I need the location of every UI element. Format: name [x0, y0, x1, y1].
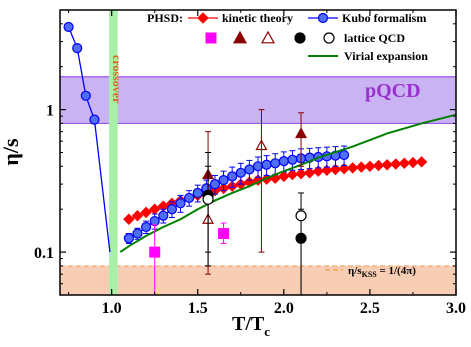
- band-1: [60, 265, 456, 295]
- series-point-0-30: [381, 159, 393, 171]
- series-point-1-6: [140, 221, 152, 233]
- series-point-1-18: [244, 164, 255, 175]
- legend: PHSD: kinetic theory Kubo formalism lattice…: [147, 11, 428, 63]
- series-point-1-5: [132, 228, 143, 239]
- y-axis-title: η/s: [0, 138, 23, 166]
- bands-layer: [60, 10, 456, 295]
- legend-marker-lattice-triangle-filled: [232, 30, 248, 44]
- series-point-1-1: [72, 43, 83, 54]
- series-point-0-19: [286, 168, 299, 181]
- series-point-0-20: [295, 167, 307, 180]
- crossover-band: [109, 10, 118, 295]
- series-point-1-23: [287, 154, 298, 165]
- series-point-1-16: [227, 171, 238, 182]
- x-tick-label-2: 2.0: [274, 300, 294, 317]
- legend-label-lattice: lattice QCD: [344, 31, 405, 45]
- lattice-layer: [149, 109, 308, 295]
- series-point-0-23: [321, 164, 333, 177]
- lattice-point-4-1: [295, 210, 307, 222]
- legend-label-kinetic: kinetic theory: [222, 11, 293, 25]
- series-point-1-7: [149, 216, 160, 227]
- x-tick-label-0: 1.0: [102, 300, 122, 317]
- x-tick-label-4: 3.0: [446, 300, 466, 317]
- x-tick-label-3: 2.5: [360, 300, 380, 317]
- kss-label-text: η/sKSS = 1/(4π): [348, 265, 416, 279]
- legend-marker-lattice-circle-open: [323, 32, 335, 44]
- series-point-0-29: [372, 159, 385, 172]
- kss-label-sub: KSS: [362, 270, 378, 279]
- series-point-1-11: [184, 192, 195, 204]
- series-point-0-33: [407, 156, 419, 169]
- x-axis-title-sub: c: [264, 324, 270, 339]
- y-tick-label-0: 0.1: [34, 245, 54, 262]
- series-point-1-4: [123, 233, 134, 244]
- series-line-1-low: [68, 26, 111, 253]
- series-point-1-12: [192, 187, 203, 199]
- svg-text:T/Tc: T/Tc: [232, 313, 270, 339]
- series-line-2: [119, 113, 456, 253]
- legend-title: PHSD:: [147, 11, 183, 25]
- series-point-1-17: [235, 167, 246, 178]
- series-point-1-3: [89, 114, 100, 125]
- series-point-1-2: [80, 90, 91, 101]
- band-0: [60, 76, 456, 124]
- series-point-1-15: [218, 175, 229, 186]
- legend-marker-lattice-square: [205, 32, 217, 44]
- kss-label-suffix: = 1/(4π): [377, 265, 417, 277]
- series-point-1-8: [158, 210, 169, 221]
- band-label-kss: η/sKSS = 1/(4π): [325, 265, 416, 279]
- band-label-pqcd: pQCD: [365, 80, 421, 102]
- series-point-0-22: [312, 165, 324, 177]
- lattice-point-0-1: [218, 228, 230, 240]
- series-point-0-26: [346, 162, 359, 174]
- series-point-0-32: [398, 157, 411, 169]
- series-point-0-24: [329, 163, 342, 176]
- series-point-0-0: [123, 213, 135, 225]
- kss-label-main: η/s: [348, 265, 362, 277]
- lattice-point-4-0: [202, 193, 214, 205]
- x-axis-title: T/Tc: [232, 313, 270, 339]
- series-point-1-29: [338, 149, 350, 161]
- series-point-0-31: [390, 158, 402, 170]
- series-point-1-14: [209, 179, 221, 190]
- series-point-0-28: [364, 160, 376, 173]
- lattice-point-1-1: [295, 127, 308, 139]
- x-axis-title-main: T/T: [232, 313, 265, 335]
- series-point-0-2: [140, 206, 152, 219]
- lattice-point-2-1: [255, 139, 268, 151]
- series-point-0-34: [415, 156, 428, 168]
- y-tick-label-1: 1: [46, 103, 54, 120]
- legend-label-virial: Virial expansion: [344, 49, 428, 63]
- series-point-0-27: [355, 161, 368, 173]
- x-tick-label-1: 1.5: [188, 300, 208, 317]
- series-point-1-10: [175, 198, 186, 209]
- lattice-point-0-0: [149, 246, 161, 258]
- axis-layer: 1.0 1.5 2.0 2.5 3.0 0.1 1: [34, 10, 466, 317]
- crossover-label: crossover: [110, 55, 124, 104]
- series-point-1-9: [166, 204, 178, 215]
- series-point-1-22: [278, 156, 289, 167]
- legend-marker-lattice-triangle-open: [260, 30, 276, 44]
- legend-marker-kinetic: [197, 12, 209, 24]
- series-point-1-21: [270, 158, 281, 169]
- series-point-1-20: [261, 159, 272, 170]
- series-point-0-1: [131, 210, 144, 222]
- series-line-1-high: [128, 154, 345, 239]
- legend-marker-kubo: [317, 12, 329, 24]
- legend-marker-lattice-circle-filled: [294, 32, 306, 44]
- series-point-1-0: [63, 21, 74, 33]
- legend-label-kubo: Kubo formalism: [342, 11, 426, 25]
- series-point-0-21: [303, 167, 316, 179]
- series-point-0-25: [338, 162, 350, 175]
